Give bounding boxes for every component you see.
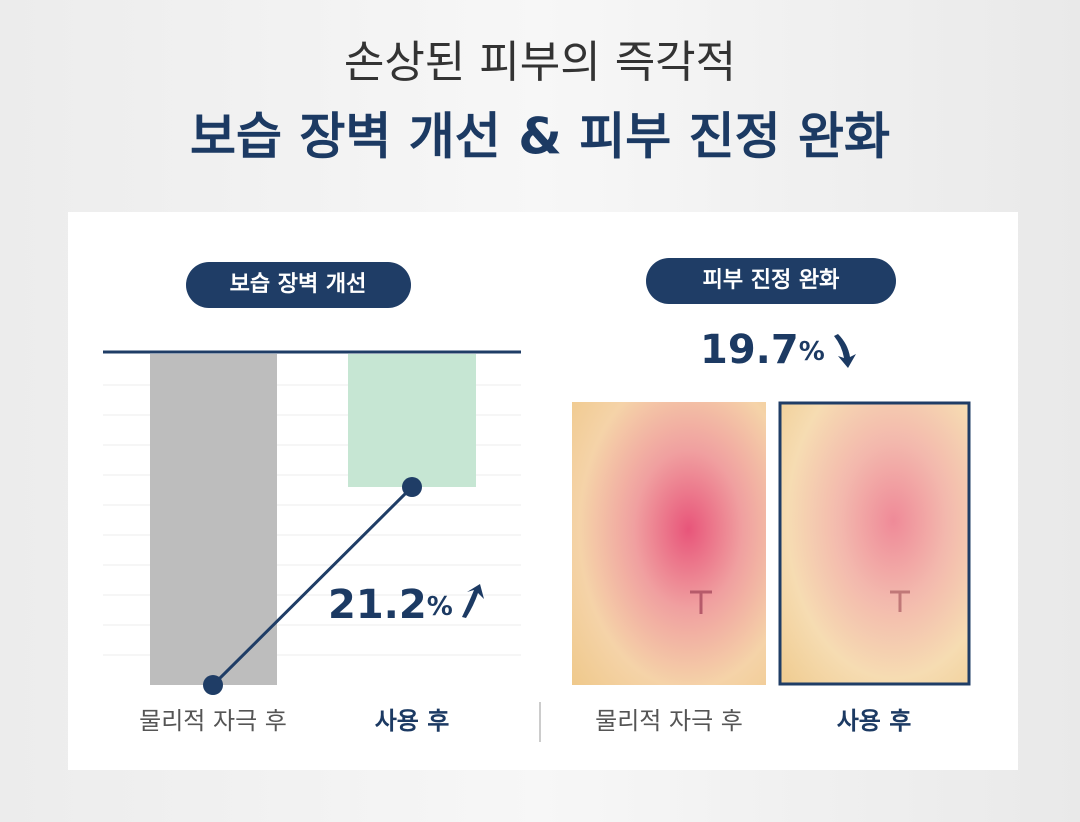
change-number: 19.7 [700,327,799,373]
badge-text: 보습 장벽 개선 [230,272,367,297]
change: 21.2% [328,582,453,628]
badge [186,262,411,308]
arrow-down [834,334,856,368]
change: 19.7% [700,327,825,373]
label: 사용 후 [375,707,450,735]
skin-image-before [572,402,766,685]
label: 사용 후 [837,707,912,735]
badge [646,258,896,304]
dot [203,675,223,695]
skin-image-after [778,401,971,686]
change-number: 21.2 [328,582,427,628]
label: 물리적 자극 후 [595,707,743,735]
bar-after [348,354,476,487]
mark [690,590,712,614]
bar-before [150,354,277,685]
change-unit: % [799,337,825,367]
change-unit: % [427,592,453,622]
arrow-up [462,584,484,618]
mark [890,590,910,612]
title: 보습 장벽 개선 & 피부 진정 완화 [190,108,890,166]
subtitle: 손상된 피부의 즉각적 [344,37,736,88]
label: 물리적 자극 후 [139,707,287,735]
trend-line [211,485,414,687]
dot [402,477,422,497]
badge-text: 피부 진정 완화 [703,268,840,293]
